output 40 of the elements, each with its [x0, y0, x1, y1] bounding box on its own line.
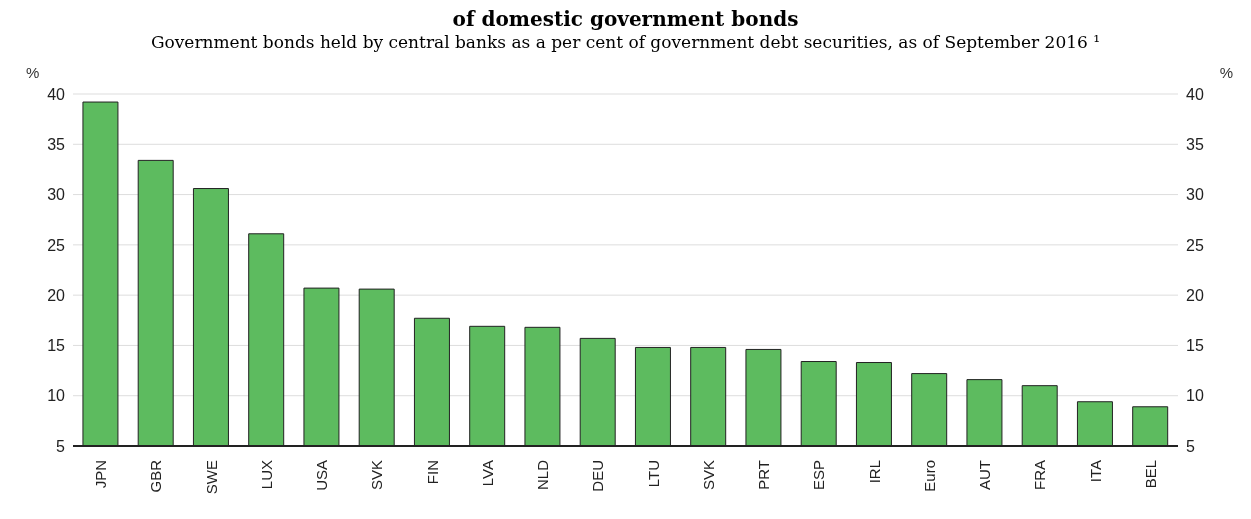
y-tick-label: 30: [47, 186, 66, 204]
x-tick-label: LUX: [257, 460, 275, 490]
x-tick-label: ITA: [1086, 460, 1104, 483]
y2-tick-label: 25: [1186, 236, 1204, 254]
y-tick-label: 40: [47, 85, 66, 103]
x-tick-label: SVK: [368, 460, 386, 491]
y2-tick-label: 35: [1186, 135, 1204, 153]
y2-tick-label: 20: [1186, 286, 1204, 304]
x-tick-label: DEU: [589, 460, 607, 492]
x-tick-label: SWE: [202, 460, 220, 495]
x-tick-label: PRT: [755, 460, 773, 490]
y2-tick-label: 30: [1186, 186, 1204, 204]
x-tick-label: JPN: [92, 460, 110, 489]
x-tick-label: USA: [313, 460, 331, 491]
y2-tick-label: 5: [1186, 437, 1195, 455]
x-tick-label: AUT: [976, 460, 994, 490]
x-tick-label: GBR: [147, 459, 165, 493]
x-tick-label: LTU: [644, 460, 662, 488]
x-tick-label: SVK: [699, 460, 717, 491]
y2-tick-label: 10: [1186, 387, 1204, 405]
y-axis-title: %: [26, 64, 40, 81]
y2-tick-label: 40: [1186, 85, 1204, 103]
x-tick-label: LVA: [478, 460, 496, 487]
chart-title: of domestic government bonds: [451, 7, 800, 31]
x-tick-label: NLD: [534, 459, 552, 491]
y2-tick-label: 15: [1186, 337, 1204, 355]
x-tick-label: Euro: [920, 460, 938, 492]
y2-axis-title: %: [1219, 64, 1233, 81]
y-tick-label: 20: [47, 286, 66, 304]
x-tick-label: FIN: [423, 460, 441, 485]
x-tick-label: ESP: [810, 460, 828, 491]
y-tick-label: 25: [47, 236, 66, 254]
y-tick-label: 15: [47, 337, 66, 355]
y-tick-label: 5: [56, 437, 66, 455]
chart-subtitle: Government bonds held by central banks as a per cent of government debt securities, as of September 2016 ¹: [149, 32, 1102, 52]
x-tick-label: FRA: [1031, 460, 1049, 490]
x-tick-label: IRL: [865, 460, 883, 484]
y-tick-label: 10: [47, 387, 66, 405]
y-tick-label: 35: [47, 135, 66, 153]
x-tick-label: BEL: [1141, 460, 1159, 489]
